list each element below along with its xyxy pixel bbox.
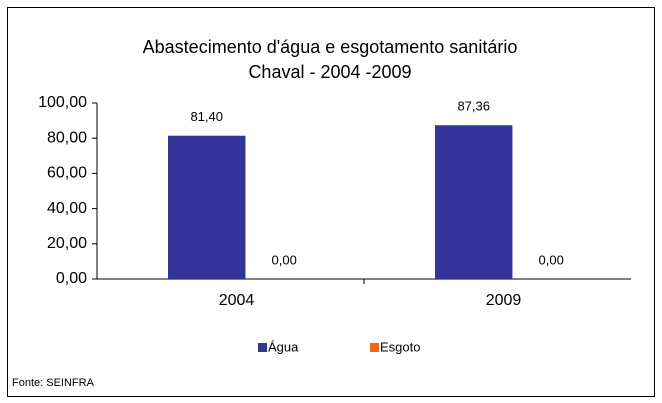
x-tick-label: 2009: [486, 292, 522, 309]
legend-swatch: [370, 343, 379, 352]
value-label: 81,40: [190, 109, 223, 124]
legend-label: Água: [268, 339, 299, 354]
y-tick-label: 20,00: [47, 235, 87, 252]
y-tick-label: 0,00: [56, 270, 87, 287]
y-tick-label: 100,00: [38, 94, 87, 111]
legend-swatch: [258, 343, 267, 352]
bar: [168, 135, 246, 279]
bar: [435, 125, 513, 279]
value-label: 87,36: [457, 99, 490, 114]
y-tick-label: 80,00: [47, 129, 87, 146]
chart-border: [7, 7, 655, 397]
chart-subtitle: Chaval - 2004 -2009: [248, 62, 411, 82]
chart-title: Abastecimento d'água e esgotamento sanit…: [143, 37, 518, 57]
value-label: 0,00: [272, 252, 297, 267]
source-note: Fonte: SEINFRA: [12, 377, 95, 389]
y-tick-label: 60,00: [47, 165, 87, 182]
x-tick-label: 2004: [219, 292, 255, 309]
y-tick-label: 40,00: [47, 200, 87, 217]
legend-label: Esgoto: [380, 339, 420, 354]
value-label: 0,00: [539, 252, 564, 267]
